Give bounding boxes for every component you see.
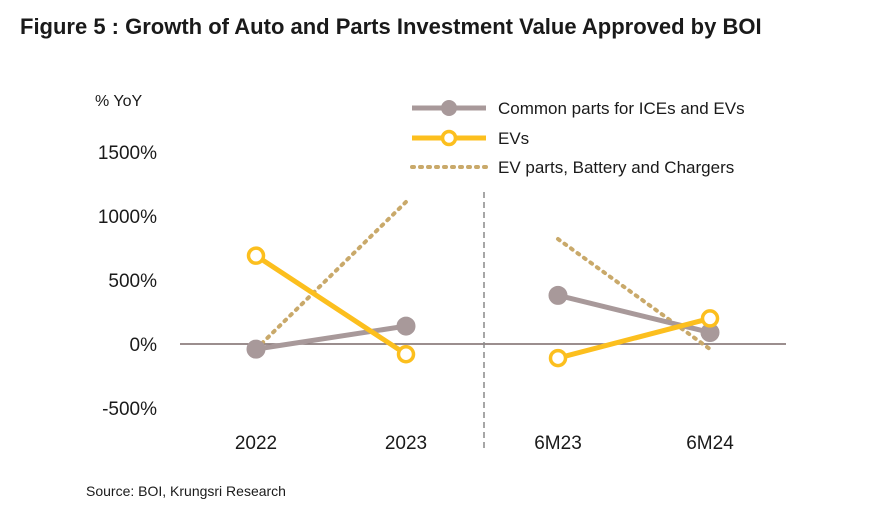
series-evs-point bbox=[548, 348, 568, 368]
x-tick-label: 2022 bbox=[235, 433, 277, 454]
series-evparts-line bbox=[254, 199, 408, 352]
y-tick-label: 1500% bbox=[98, 143, 157, 164]
series-evparts-line bbox=[556, 237, 712, 352]
y-tick-label: 1000% bbox=[98, 207, 157, 228]
x-tick-labels: 2022 2023 6M23 6M24 bbox=[235, 433, 734, 454]
y-axis-label: % YoY bbox=[95, 93, 142, 110]
legend: Common parts for ICEs and EVs EVs EV parts… bbox=[410, 99, 745, 177]
x-tick-label: 6M24 bbox=[686, 433, 734, 454]
series-common-point bbox=[396, 316, 416, 336]
y-tick-labels: 1500% 1000% 500% 0% -500% bbox=[98, 143, 157, 420]
legend-label: Common parts for ICEs and EVs bbox=[498, 99, 745, 118]
x-tick-label: 2023 bbox=[385, 433, 427, 454]
y-tick-label: -500% bbox=[102, 399, 157, 420]
chart-title: Figure 5 : Growth of Auto and Parts Inve… bbox=[20, 14, 762, 39]
legend-label: EVs bbox=[498, 129, 529, 148]
series-evs-line bbox=[253, 253, 409, 357]
series-evs-point bbox=[246, 246, 266, 265]
legend-evs-marker bbox=[440, 129, 458, 147]
legend-label: EV parts, Battery and Chargers bbox=[498, 158, 734, 177]
series-common-point bbox=[548, 285, 568, 305]
series-layer bbox=[246, 199, 720, 368]
series-common-line bbox=[253, 323, 409, 352]
series-evs-point bbox=[396, 344, 416, 364]
legend-common-marker bbox=[441, 100, 457, 116]
series-evs-point bbox=[700, 309, 720, 328]
x-tick-label: 6M23 bbox=[534, 433, 582, 454]
source-note: Source: BOI, Krungsri Research bbox=[86, 483, 286, 499]
y-tick-label: 500% bbox=[108, 271, 157, 292]
series-common-point bbox=[246, 339, 266, 359]
y-tick-label: 0% bbox=[130, 335, 158, 356]
series-evs-line bbox=[555, 315, 713, 361]
